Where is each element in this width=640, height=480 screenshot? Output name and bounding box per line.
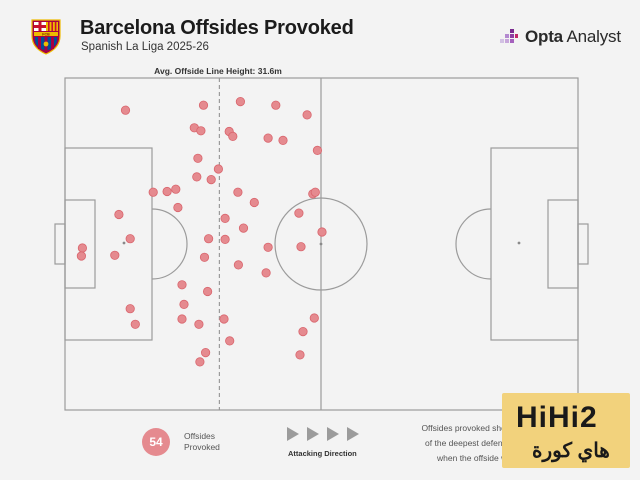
brand-name-rest: Analyst	[562, 27, 622, 46]
offside-point-29	[317, 227, 327, 237]
offsides-count-badge: 54	[142, 428, 170, 456]
offside-point-33	[77, 243, 88, 253]
left-goal	[54, 223, 66, 265]
offside-point-19	[171, 184, 181, 194]
centre-spot	[319, 242, 323, 246]
offside-point-31	[204, 234, 214, 244]
offside-point-3	[235, 97, 245, 107]
offside-point-42	[203, 286, 213, 297]
offsides-count-label: Offsides Provoked	[184, 431, 220, 453]
offside-point-45	[177, 314, 187, 324]
right-penalty-spot	[517, 241, 521, 245]
offside-point-52	[201, 347, 211, 358]
offside-point-9	[228, 131, 238, 141]
opta-logo-icon	[500, 29, 518, 43]
offside-point-43	[179, 299, 189, 309]
offside-point-20	[233, 187, 243, 197]
offside-point-11	[278, 135, 288, 145]
offside-point-37	[296, 242, 306, 252]
left-penalty-area	[64, 147, 153, 341]
avg-offside-line-label: Avg. Offside Line Height: 31.6m	[154, 66, 282, 76]
offside-point-28	[238, 223, 249, 233]
arrow-right-icon	[347, 427, 359, 441]
left-penalty-arc	[151, 208, 188, 280]
left-six-yard-box	[64, 199, 96, 289]
arrow-right-icon	[307, 427, 319, 441]
centre-circle	[274, 197, 368, 291]
offside-point-41	[177, 280, 187, 290]
offside-point-34	[76, 251, 87, 261]
attacking-direction-label: Attacking Direction	[288, 449, 357, 458]
offside-point-53	[295, 350, 305, 360]
right-six-yard-box	[547, 199, 579, 289]
offside-point-5	[302, 110, 312, 120]
offside-point-2	[198, 100, 209, 110]
offside-point-49	[194, 319, 204, 329]
left-penalty-spot	[122, 241, 126, 245]
offside-point-40	[261, 268, 271, 278]
watermark-arabic: هاي كورة	[532, 440, 610, 462]
arrow-right-icon	[327, 427, 339, 441]
attacking-direction-arrows	[287, 427, 359, 441]
offside-point-1	[120, 105, 131, 115]
offside-point-18	[162, 186, 172, 197]
page-subtitle: Spanish La Liga 2025-26	[81, 41, 209, 53]
offside-point-50	[298, 326, 308, 337]
offside-point-47	[309, 313, 319, 323]
methodology-note: Offsides provoked show of the deepest de…	[392, 421, 512, 466]
offside-point-24	[249, 197, 259, 208]
right-goal	[577, 223, 589, 265]
offside-point-12	[312, 145, 322, 155]
offside-point-14	[213, 164, 223, 174]
note-line-1: Offsides provoked show	[421, 423, 512, 433]
watermark-latin: HiHi2	[516, 401, 598, 434]
offside-point-4	[271, 100, 281, 110]
offside-point-54	[195, 357, 205, 367]
offside-point-36	[263, 242, 273, 252]
opta-analyst-logo: Opta Analyst	[498, 24, 621, 50]
count-label-line-1: Offsides	[184, 431, 216, 441]
offside-point-13	[193, 153, 203, 163]
arrow-right-icon	[287, 427, 299, 441]
offside-point-32	[220, 234, 230, 244]
offside-point-26	[220, 213, 230, 223]
offside-point-17	[148, 187, 158, 197]
hihi2-watermark: HiHi2 هاي كورة	[502, 393, 630, 468]
note-line-2: of the deepest defende	[425, 438, 512, 448]
offside-point-16	[206, 175, 216, 185]
note-line-3: when the offside wa	[437, 453, 512, 463]
right-penalty-area	[490, 147, 579, 341]
offside-point-10	[263, 133, 273, 143]
offside-point-22	[310, 187, 320, 197]
offside-point-23	[173, 202, 183, 213]
offside-point-25	[114, 209, 124, 220]
offside-point-15	[192, 172, 202, 182]
count-label-line-2: Provoked	[184, 442, 220, 452]
offside-point-51	[225, 336, 235, 346]
offside-point-39	[233, 260, 243, 270]
offside-point-27	[294, 208, 304, 218]
offside-point-7	[196, 126, 206, 136]
club-crest: FCB	[31, 19, 61, 55]
offside-point-48	[130, 319, 140, 329]
offside-point-35	[110, 250, 120, 260]
offside-point-30	[125, 234, 135, 244]
right-penalty-arc	[455, 208, 492, 280]
crest-letters: FCB	[42, 32, 50, 36]
offside-points	[76, 97, 327, 367]
offside-point-46	[219, 314, 229, 324]
offside-point-38	[199, 252, 210, 262]
page-title: Barcelona Offsides Provoked	[80, 17, 354, 39]
offside-point-44	[125, 304, 135, 314]
brand-name-bold: Opta	[525, 27, 563, 46]
